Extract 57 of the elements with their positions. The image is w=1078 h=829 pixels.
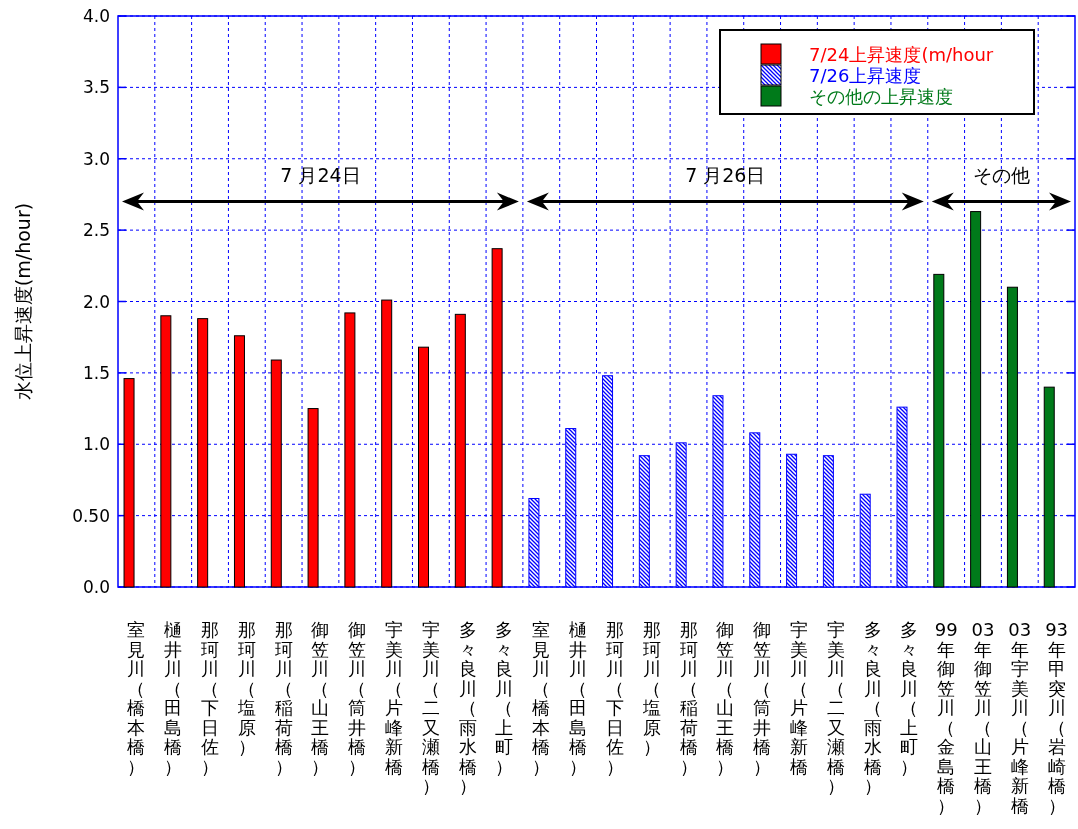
x-tick-label: 那珂川（稲荷橋） bbox=[679, 619, 698, 777]
x-tick-label: 那珂川（塩原） bbox=[641, 619, 661, 757]
x-tick-label: 御笠川（筒井橋） bbox=[753, 619, 772, 777]
bar bbox=[197, 318, 209, 588]
x-tick-label: 室見川（橋本橋） bbox=[127, 619, 146, 777]
x-tick-label: 室見川（橋本橋） bbox=[532, 619, 551, 777]
category-label: 宇美川（二又瀬橋） bbox=[421, 619, 440, 796]
bar bbox=[1006, 286, 1018, 588]
y-tick-label: 2.0 bbox=[82, 291, 110, 312]
x-tick-label: 宇美川（片峰新橋 bbox=[789, 619, 808, 777]
y-tick-label: 2.5 bbox=[82, 220, 110, 241]
bar bbox=[970, 211, 982, 588]
y-tick-label: 0.0 bbox=[82, 577, 110, 597]
x-tick-label: 多々良川（上町） bbox=[900, 619, 919, 777]
x-tick-label: 多々良川（上町） bbox=[495, 619, 514, 777]
annotation: 7 月24日 bbox=[280, 163, 361, 186]
y-tick-label: 3.5 bbox=[82, 77, 110, 98]
x-tick-label: 樋井川（田島橋） bbox=[164, 619, 183, 777]
bar bbox=[933, 273, 945, 588]
x-tick-label: 那珂川（稲荷橋） bbox=[274, 619, 293, 777]
bar bbox=[344, 312, 356, 588]
bar bbox=[1043, 386, 1055, 588]
category-label: 多々良川（雨水橋） bbox=[458, 619, 477, 796]
bar bbox=[233, 335, 245, 588]
bar bbox=[381, 299, 393, 588]
bar bbox=[454, 313, 466, 588]
y-tick-label: 3.0 bbox=[82, 148, 110, 169]
x-tick-label: 樋井川（田島橋） bbox=[569, 619, 588, 777]
category-label: 99年御笠川（金島橋） bbox=[934, 619, 958, 816]
legend-label: その他の上昇速度 bbox=[809, 86, 953, 107]
bar bbox=[418, 346, 429, 588]
x-tick-label: 那珂川（塩原） bbox=[236, 619, 256, 757]
y-tick-label: 4.0 bbox=[82, 6, 110, 26]
x-tick-label: 那珂川（下日佐） bbox=[605, 619, 624, 777]
y-axis-title: 水位上昇速度(m/hour) bbox=[12, 202, 34, 401]
category-label: 03年宇美川（片峰新橋 bbox=[1008, 619, 1032, 816]
y-tick-label: 1.5 bbox=[82, 362, 110, 383]
bar bbox=[270, 359, 282, 588]
y-tick-label: 1.0 bbox=[82, 434, 110, 455]
annotation: 7 月26日 bbox=[685, 163, 766, 186]
bar bbox=[160, 315, 172, 588]
x-tick-label: 那珂川（下日佐） bbox=[201, 619, 220, 777]
bar bbox=[123, 378, 135, 588]
x-tick-label: 御笠川（山王橋） bbox=[311, 619, 330, 777]
x-tick-label: 御笠川（筒井橋） bbox=[348, 619, 367, 777]
legend-label: 7/26上昇速度 bbox=[809, 65, 922, 86]
x-tick-label: 宇美川（片峰新橋 bbox=[385, 619, 404, 777]
x-tick-label: 御笠川（山王橋） bbox=[716, 619, 735, 777]
legend-label: 7/24上昇速度(m/hour bbox=[809, 44, 994, 65]
category-label: 宇美川（二又瀬橋） bbox=[826, 619, 845, 796]
category-label: 93年甲突川（岩崎橋） bbox=[1045, 619, 1069, 816]
category-label: 03年御笠川（山王橋） bbox=[971, 619, 995, 816]
category-label: 多々良川（雨水橋） bbox=[863, 619, 882, 796]
bar bbox=[307, 408, 319, 588]
bar bbox=[491, 248, 503, 588]
y-tick-label: 0.50 bbox=[72, 505, 110, 526]
annotation: その他 bbox=[972, 163, 1030, 186]
